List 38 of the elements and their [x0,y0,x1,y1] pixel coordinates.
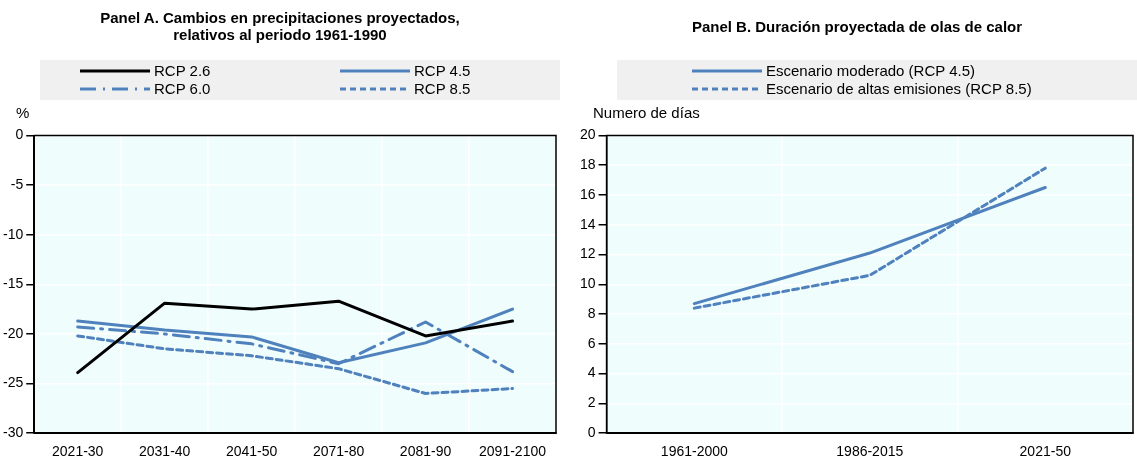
y-tick-label: 14 [579,215,596,232]
x-tick-label: 2021-30 [52,443,104,460]
y-axis-title: Numero de días [592,104,701,123]
chart-title: Panel A. Cambios en precipitaciones proyectados, relativos al periodo 1961-1990 [99,8,461,45]
x-tick-label: 2091-2100 [479,443,547,460]
y-tick-label: -10 [3,225,24,242]
y-tick-label: 18 [579,156,596,173]
legend-label: Escenario moderado (RCP 4.5) [766,62,975,80]
y-tick-label: 4 [587,364,596,381]
y-tick-label: 0 [587,424,596,441]
y-tick-label: -5 [10,175,24,192]
y-tick-label: 12 [579,245,596,262]
y-tick-label: 0 [15,126,24,143]
line-series [76,334,515,395]
y-tick-label: -30 [3,424,24,441]
y-tick-label: 8 [587,304,596,321]
x-tick-label: 2071-80 [312,443,365,460]
y-tick-label: 6 [587,334,596,351]
y-tick-label: -15 [3,275,24,292]
y-tick-label: 10 [579,275,596,292]
legend-label: Escenario de altas emisiones (RCP 8.5) [766,80,1032,98]
x-tick-label: 1986-2015 [836,443,904,460]
legend-label: RCP 6.0 [154,80,211,98]
x-tick-label: 2031-40 [138,443,191,460]
y-tick-label: 20 [579,126,596,143]
y-tick-label: 2 [587,394,596,411]
x-tick-label: 1961-2000 [660,443,728,460]
chart-title: Panel B. Duración proyectada de olas de calor [690,16,1024,37]
x-tick-label: 2041-50 [225,443,278,460]
x-tick-label: 2081-90 [399,443,452,460]
y-tick-label: -25 [3,374,24,391]
legend-label: RCP 8.5 [414,80,471,98]
y-tick-label: -20 [3,324,24,341]
y-tick-label: 16 [579,185,596,202]
legend-label: RCP 4.5 [414,62,471,80]
x-tick-label: 2021-50 [1019,443,1072,460]
y-axis-title: % [15,104,31,123]
legend-label: RCP 2.6 [154,62,211,80]
